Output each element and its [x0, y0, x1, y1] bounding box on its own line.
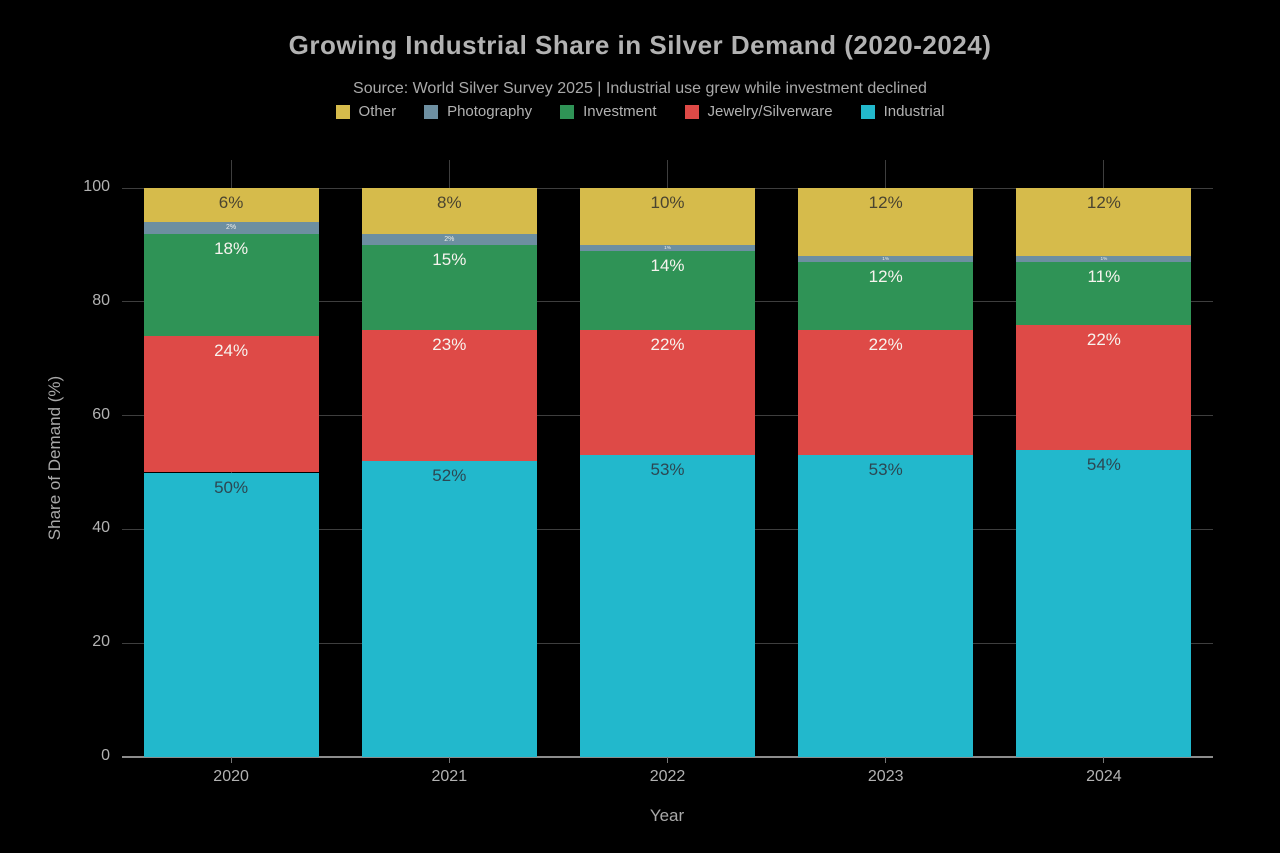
- segment-label: 2%: [226, 224, 237, 232]
- legend-item-other: Other: [335, 103, 397, 120]
- y-tick-label-100: 100: [83, 178, 110, 195]
- x-tick-mark-2022: [667, 757, 668, 763]
- segment-label: 10%: [650, 193, 685, 212]
- segment-label: 22%: [650, 335, 685, 355]
- segment-label: 1%: [664, 244, 671, 250]
- bar-segment-industrial-2022: 53%: [580, 455, 755, 757]
- chart-subtitle: Source: World Silver Survey 2025 | Indus…: [353, 80, 927, 97]
- segment-label: 23%: [432, 335, 467, 355]
- y-tick-label-60: 60: [92, 405, 110, 423]
- bar-segment-other-2023: 12%: [798, 188, 974, 257]
- segment-label: 54%: [1086, 454, 1121, 474]
- y-tick-label-40: 40: [92, 519, 110, 537]
- segment-label: 18%: [214, 238, 249, 258]
- bar-segment-photography-2023: 1%: [798, 256, 974, 262]
- segment-label: 2%: [444, 235, 455, 243]
- segment-label: 6%: [218, 193, 244, 212]
- bar-segment-industrial-2023: 53%: [798, 455, 974, 757]
- bar-segment-jewelry-silverware-2020: 24%: [143, 335, 319, 473]
- legend-swatch-icon: [684, 104, 699, 119]
- segment-label: 1%: [882, 256, 890, 262]
- segment-label: 24%: [214, 340, 249, 360]
- segment-label: 12%: [868, 266, 903, 286]
- legend-label: Other: [358, 103, 397, 120]
- legend-item-jewelry-silverware: Jewelry/Silverware: [684, 103, 833, 120]
- bar-segment-jewelry-silverware-2023: 22%: [798, 330, 974, 456]
- segment-label: 8%: [437, 193, 462, 212]
- legend-label: Investment: [583, 103, 657, 120]
- bar-segment-investment-2024: 11%: [1016, 261, 1192, 325]
- bar-segment-industrial-2021: 52%: [361, 461, 537, 757]
- bar-segment-other-2024: 12%: [1016, 188, 1192, 257]
- legend-item-photography: Photography: [424, 103, 532, 120]
- segment-label: 14%: [650, 255, 685, 275]
- bar-segment-jewelry-silverware-2022: 22%: [580, 330, 755, 456]
- x-tick-mark-2023: [885, 757, 887, 763]
- y-tick-label-80: 80: [92, 291, 110, 309]
- segment-label: 15%: [432, 249, 467, 269]
- y-axis-title: Share of Demand (%): [45, 375, 64, 541]
- segment-label: 22%: [868, 335, 903, 355]
- bar-segment-photography-2024: 1%: [1016, 256, 1192, 262]
- legend-label: Photography: [447, 103, 533, 120]
- legend-swatch-icon: [860, 104, 875, 119]
- segment-label: 53%: [868, 460, 903, 480]
- bar-segment-jewelry-silverware-2024: 22%: [1016, 324, 1192, 450]
- x-tick-label-2024: 2024: [1086, 768, 1122, 785]
- x-tick-mark-2020: [230, 757, 232, 763]
- chart-title: Growing Industrial Share in Silver Deman…: [288, 30, 992, 60]
- bar-segment-industrial-2024: 54%: [1016, 449, 1192, 757]
- segment-label: 22%: [1086, 329, 1121, 349]
- bar-segment-investment-2022: 14%: [580, 250, 755, 331]
- bar-segment-other-2020: 6%: [143, 188, 319, 223]
- bar-segment-other-2021: 8%: [361, 188, 537, 234]
- bar-segment-investment-2021: 15%: [361, 244, 537, 331]
- legend-swatch-icon: [335, 104, 350, 119]
- x-tick-label-2021: 2021: [431, 768, 468, 785]
- legend-label: Industrial: [883, 103, 945, 120]
- bar-segment-investment-2020: 18%: [143, 233, 319, 336]
- x-axis-title: Year: [649, 806, 685, 825]
- y-tick-label-20: 20: [92, 633, 110, 651]
- bar-segment-investment-2023: 12%: [798, 261, 974, 331]
- segment-label: 50%: [214, 477, 249, 497]
- y-tick-label-0: 0: [101, 747, 110, 764]
- bar-segment-photography-2022: 1%: [580, 244, 755, 251]
- segment-label: 53%: [650, 460, 685, 480]
- x-tick-mark-2021: [448, 757, 450, 763]
- legend-swatch-icon: [424, 104, 439, 119]
- segment-label: 52%: [432, 466, 467, 486]
- x-tick-label-2023: 2023: [867, 768, 904, 785]
- x-tick-mark-2024: [1103, 757, 1105, 763]
- x-tick-label-2020: 2020: [213, 768, 249, 785]
- plot-area: 50% 24% 18% 2% 6% 52% 23% 15% 2% 8% 53% 22% 14% 1% 10%…: [122, 160, 1213, 758]
- bar-segment-photography-2020: 2%: [143, 222, 319, 234]
- segment-label: 11%: [1087, 266, 1121, 286]
- x-tick-label-2022: 2022: [649, 768, 686, 785]
- chart-legend: Other Photography Investment Jewelry/Silver…: [0, 103, 1280, 120]
- segment-label: 12%: [1086, 193, 1121, 212]
- legend-item-industrial: Industrial: [860, 103, 945, 120]
- bar-segment-photography-2021: 2%: [361, 233, 537, 245]
- bar-segment-other-2022: 10%: [580, 188, 755, 245]
- bar-segment-industrial-2020: 50%: [143, 472, 319, 757]
- segment-label: 1%: [1100, 256, 1108, 262]
- legend-item-investment: Investment: [560, 103, 657, 120]
- legend-swatch-icon: [560, 104, 575, 119]
- legend-label: Jewelry/Silverware: [707, 103, 833, 120]
- segment-label: 12%: [868, 193, 903, 212]
- bar-segment-jewelry-silverware-2021: 23%: [361, 330, 537, 462]
